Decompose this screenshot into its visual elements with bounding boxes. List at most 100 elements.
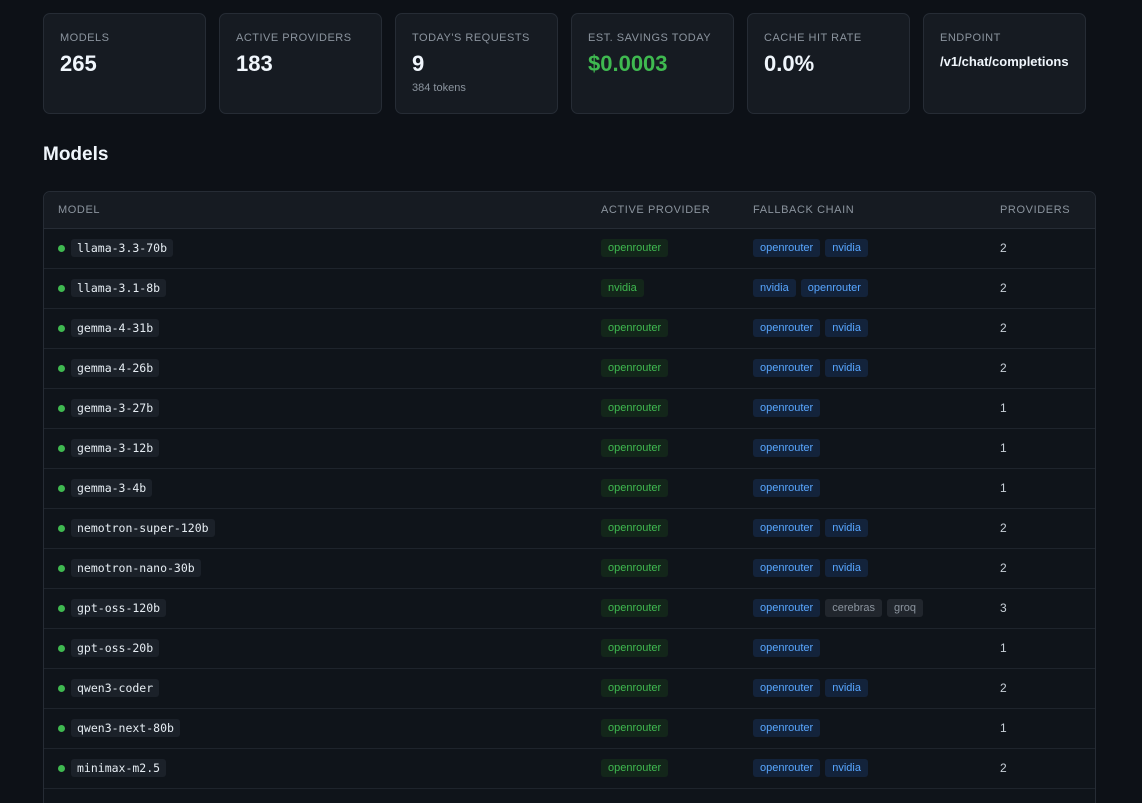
fallback-chain-cell: openrouter nvidia	[739, 348, 986, 389]
fallback-provider-badge: openrouter	[753, 519, 821, 537]
model-cell: gemma-3-12b	[44, 428, 587, 469]
table-row[interactable]: gemma-3-27b openrouter openrouter 1	[44, 388, 1095, 429]
table-row[interactable]: nemotron-super-120b openrouter openrouter n…	[44, 508, 1095, 549]
model-cell: gpt-oss-20b	[44, 628, 587, 669]
providers-count: 2	[986, 268, 1095, 309]
providers-count: 2	[986, 548, 1095, 589]
providers-count: 1	[986, 708, 1095, 749]
model-name: nemotron-super-120b	[71, 519, 215, 537]
fallback-chain-cell: openrouter	[739, 708, 986, 749]
status-dot-icon	[58, 524, 65, 532]
model-cell: minimax-m2.5	[44, 748, 587, 789]
column-header-model: MODEL	[44, 192, 587, 229]
table-row[interactable]: gemma-4-31b openrouter openrouter nvidia 2	[44, 308, 1095, 349]
active-provider-badge: openrouter	[601, 639, 669, 657]
active-provider-cell: openrouter	[587, 228, 739, 269]
fallback-chain-cell: openrouter	[739, 428, 986, 469]
model-cell: gemma-4-31b	[44, 308, 587, 349]
model-name: gemma-3-27b	[71, 399, 160, 417]
active-provider-cell: openrouter	[587, 668, 739, 709]
active-provider-cell: openrouter	[587, 548, 739, 589]
model-cell: gemma-4-26b	[44, 348, 587, 389]
fallback-provider-badge: openrouter	[753, 479, 821, 497]
active-provider-cell: openrouter	[587, 308, 739, 349]
active-provider-badge: openrouter	[601, 759, 669, 777]
fallback-provider-badge: openrouter	[800, 279, 868, 297]
active-provider-cell: nvidia	[587, 268, 739, 309]
active-provider-cell: openrouter	[587, 428, 739, 469]
status-dot-icon	[58, 684, 65, 692]
providers-count: 2	[986, 668, 1095, 709]
model-name: gemma-4-26b	[71, 359, 160, 377]
table-row[interactable]: gpt-oss-120b openrouter openrouter cerebras…	[44, 588, 1095, 629]
table-row[interactable]: gemma-3-4b openrouter openrouter 1	[44, 468, 1095, 509]
stat-card-models: MODELS 265	[43, 13, 206, 114]
fallback-provider-badge: openrouter	[753, 759, 821, 777]
stat-label: ACTIVE PROVIDERS	[236, 32, 352, 44]
stat-label: TODAY'S REQUESTS	[412, 32, 530, 44]
model-name: minimax-m2.5	[71, 759, 167, 777]
fallback-chain-cell: openrouter nvidia	[739, 308, 986, 349]
active-provider-badge: openrouter	[601, 439, 669, 457]
stat-card-endpoint: ENDPOINT /v1/chat/completions	[923, 13, 1086, 114]
table-row[interactable]: llama-3.3-70b openrouter openrouter nvidia 2	[44, 228, 1095, 269]
models-table: MODEL ACTIVE PROVIDER FALLBACK CHAIN PRO…	[44, 192, 1095, 789]
stat-value: 0.0%	[764, 51, 815, 76]
model-cell: nemotron-nano-30b	[44, 548, 587, 589]
active-provider-badge: openrouter	[601, 479, 669, 497]
fallback-provider-badge: nvidia	[825, 679, 868, 697]
model-cell: qwen3-next-80b	[44, 708, 587, 749]
stat-card-cache-hit-rate: CACHE HIT RATE 0.0%	[747, 13, 910, 114]
table-row[interactable]: gemma-3-12b openrouter openrouter 1	[44, 428, 1095, 469]
providers-count: 1	[986, 468, 1095, 509]
fallback-provider-badge: openrouter	[753, 399, 821, 417]
active-provider-badge: openrouter	[601, 359, 669, 377]
active-provider-cell: openrouter	[587, 628, 739, 669]
model-name: gemma-3-12b	[71, 439, 160, 457]
fallback-provider-badge: openrouter	[753, 719, 821, 737]
status-dot-icon	[58, 244, 65, 252]
fallback-provider-badge: groq	[887, 599, 924, 617]
active-provider-badge: openrouter	[601, 719, 669, 737]
active-provider-badge: openrouter	[601, 679, 669, 697]
fallback-provider-badge: nvidia	[825, 519, 868, 537]
fallback-provider-badge: nvidia	[825, 559, 868, 577]
stat-card-todays-requests: TODAY'S REQUESTS 9 384 tokens	[395, 13, 558, 114]
model-name: qwen3-coder	[71, 679, 160, 697]
active-provider-badge: openrouter	[601, 599, 669, 617]
table-body: llama-3.3-70b openrouter openrouter nvidia 2…	[44, 228, 1095, 789]
table-row[interactable]: llama-3.1-8b nvidia nvidia openrouter 2	[44, 268, 1095, 309]
fallback-chain-cell: openrouter nvidia	[739, 668, 986, 709]
column-header-fallback-chain: FALLBACK CHAIN	[739, 192, 986, 229]
fallback-provider-badge: openrouter	[753, 359, 821, 377]
fallback-provider-badge: nvidia	[825, 359, 868, 377]
status-dot-icon	[58, 764, 65, 772]
table-row[interactable]: minimax-m2.5 openrouter openrouter nvidia 2	[44, 748, 1095, 789]
table-row[interactable]: qwen3-next-80b openrouter openrouter 1	[44, 708, 1095, 749]
model-name: llama-3.3-70b	[71, 239, 174, 257]
fallback-provider-badge: openrouter	[753, 679, 821, 697]
model-cell: llama-3.1-8b	[44, 268, 587, 309]
active-provider-cell: openrouter	[587, 348, 739, 389]
status-dot-icon	[58, 564, 65, 572]
table-row[interactable]: gemma-4-26b openrouter openrouter nvidia 2	[44, 348, 1095, 389]
table-row[interactable]: gpt-oss-20b openrouter openrouter 1	[44, 628, 1095, 669]
section-title: Models	[43, 144, 109, 165]
fallback-provider-badge: openrouter	[753, 239, 821, 257]
active-provider-cell: openrouter	[587, 708, 739, 749]
active-provider-badge: openrouter	[601, 559, 669, 577]
status-dot-icon	[58, 284, 65, 292]
stat-value: $0.0003	[588, 51, 668, 76]
stat-value: 265	[60, 51, 97, 76]
fallback-chain-cell: openrouter nvidia	[739, 508, 986, 549]
table-row[interactable]: qwen3-coder openrouter openrouter nvidia 2	[44, 668, 1095, 709]
model-name: gpt-oss-20b	[71, 639, 160, 657]
active-provider-cell: openrouter	[587, 748, 739, 789]
active-provider-badge: openrouter	[601, 239, 669, 257]
status-dot-icon	[58, 484, 65, 492]
providers-count: 2	[986, 748, 1095, 789]
fallback-provider-badge: cerebras	[825, 599, 883, 617]
status-dot-icon	[58, 724, 65, 732]
table-row[interactable]: nemotron-nano-30b openrouter openrouter nvi…	[44, 548, 1095, 589]
